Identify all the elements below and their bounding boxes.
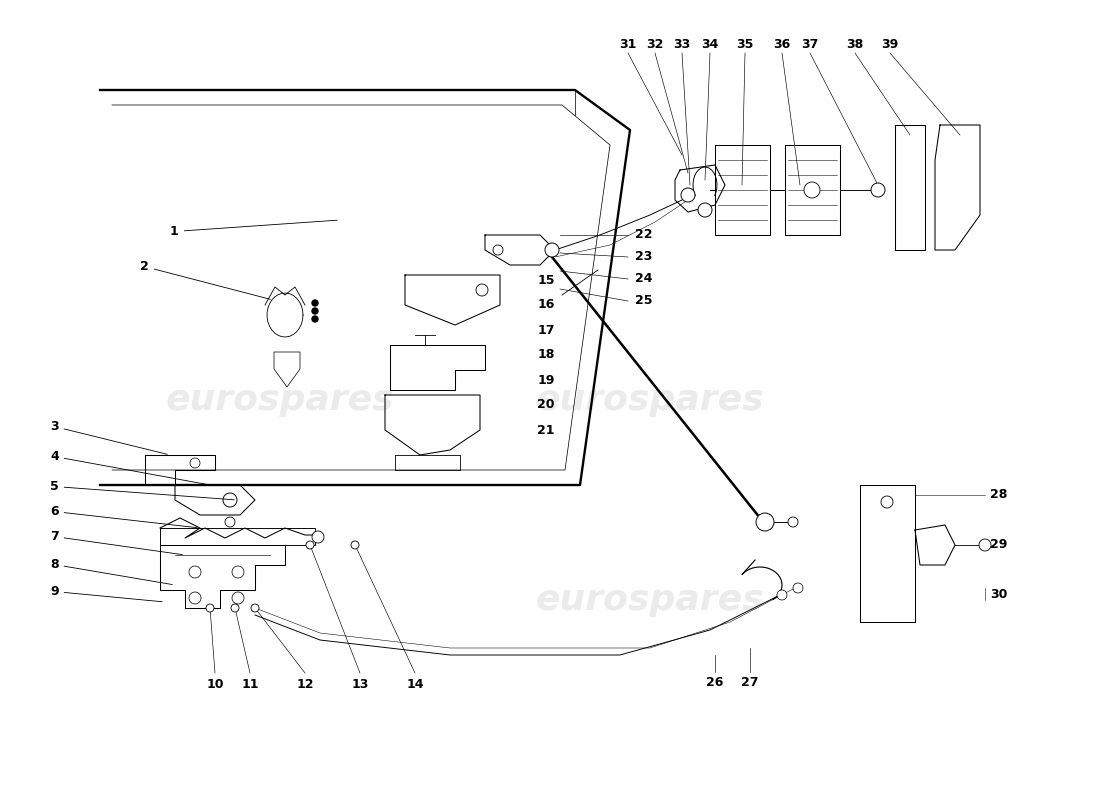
Circle shape [698,203,712,217]
Text: 9: 9 [50,585,162,602]
Text: eurospares: eurospares [166,383,394,417]
Text: 1: 1 [170,220,338,238]
Text: 6: 6 [50,505,197,528]
Circle shape [979,539,991,551]
Text: 13: 13 [351,678,369,691]
Text: 27: 27 [741,675,759,689]
Circle shape [871,183,886,197]
Text: 24: 24 [635,273,652,286]
Circle shape [231,604,239,612]
Circle shape [351,541,359,549]
Circle shape [190,458,200,468]
Circle shape [312,316,318,322]
Circle shape [312,308,318,314]
Circle shape [804,182,820,198]
Text: 17: 17 [538,323,556,337]
Circle shape [793,583,803,593]
Text: 7: 7 [50,530,183,554]
Text: 16: 16 [538,298,556,311]
Circle shape [312,300,318,306]
Text: 23: 23 [635,250,652,263]
Text: 33: 33 [673,38,691,51]
Text: 10: 10 [207,678,223,691]
Circle shape [189,592,201,604]
Circle shape [681,188,695,202]
Text: 36: 36 [773,38,791,51]
Text: 11: 11 [241,678,258,691]
Text: 3: 3 [50,420,167,454]
Circle shape [226,517,235,527]
Circle shape [756,513,774,531]
Circle shape [881,496,893,508]
Text: 37: 37 [801,38,818,51]
Text: 25: 25 [635,294,652,307]
Circle shape [251,604,258,612]
Text: 35: 35 [736,38,754,51]
Text: 30: 30 [990,589,1008,602]
Text: 38: 38 [846,38,864,51]
Text: eurospares: eurospares [536,583,764,617]
Text: 12: 12 [296,678,314,691]
Text: 39: 39 [881,38,899,51]
Text: 21: 21 [538,423,556,437]
Text: 28: 28 [990,489,1008,502]
Text: 22: 22 [635,229,652,242]
Text: 15: 15 [538,274,556,286]
Text: eurospares: eurospares [536,383,764,417]
Circle shape [493,245,503,255]
Circle shape [777,590,786,600]
Circle shape [232,592,244,604]
Text: 8: 8 [50,558,173,585]
Text: 32: 32 [647,38,663,51]
Text: 2: 2 [140,260,271,299]
Text: 34: 34 [702,38,718,51]
Circle shape [788,517,798,527]
Circle shape [306,541,313,549]
Circle shape [206,604,214,612]
Text: 19: 19 [538,374,556,386]
Text: 4: 4 [50,450,207,485]
Text: 26: 26 [706,675,724,689]
Circle shape [223,493,236,507]
Text: 20: 20 [538,398,556,411]
Text: 5: 5 [50,480,234,500]
Circle shape [544,243,559,257]
Polygon shape [274,352,300,387]
Text: 18: 18 [538,349,556,362]
Circle shape [312,531,324,543]
Text: 31: 31 [619,38,637,51]
Circle shape [476,284,488,296]
Circle shape [189,566,201,578]
Circle shape [232,566,244,578]
Text: 29: 29 [990,538,1008,551]
Text: 14: 14 [406,678,424,691]
